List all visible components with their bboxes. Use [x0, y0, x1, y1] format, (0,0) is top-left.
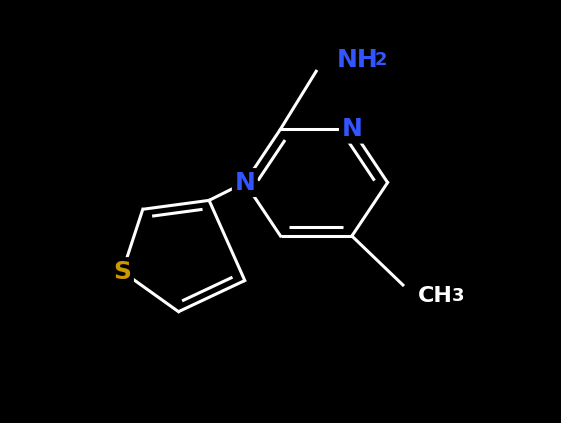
Text: 3: 3 — [452, 287, 464, 305]
Text: S: S — [113, 260, 131, 283]
Text: N: N — [234, 170, 255, 195]
Text: N: N — [342, 117, 362, 141]
Text: NH: NH — [337, 48, 378, 72]
Text: 2: 2 — [375, 51, 387, 69]
Text: CH: CH — [418, 286, 453, 306]
